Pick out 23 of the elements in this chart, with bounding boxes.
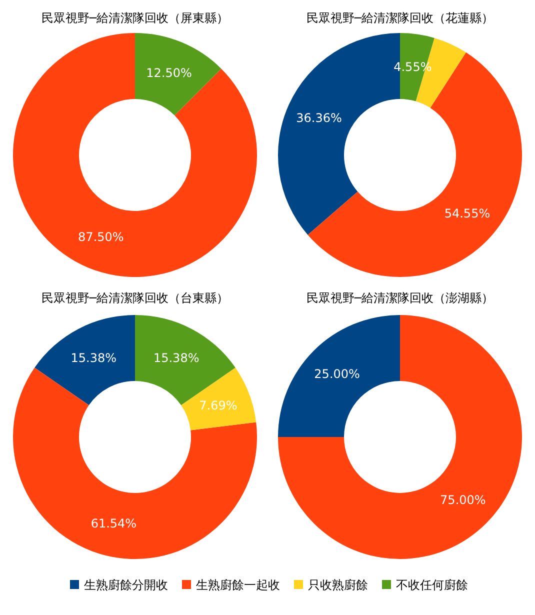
chart-title: 民眾視野─給清潔隊回收（台東縣） — [41, 291, 229, 305]
data-label: 87.50% — [78, 230, 124, 244]
legend-label: 生熟廚餘一起收 — [196, 578, 280, 592]
donut-slice — [278, 315, 522, 559]
chart-title: 民眾視野─給清潔隊回收（澎湖縣） — [306, 291, 494, 305]
data-label: 12.50% — [146, 66, 192, 80]
data-label: 7.69% — [199, 398, 238, 412]
data-label: 25.00% — [314, 367, 360, 382]
legend-label: 不收任何廚餘 — [396, 578, 468, 592]
data-label: 15.38% — [153, 351, 200, 366]
donut-slice — [13, 368, 257, 559]
data-label: 61.54% — [90, 516, 137, 530]
data-label: 75.00% — [440, 492, 486, 507]
data-label: 54.55% — [444, 206, 490, 220]
data-label: 36.36% — [296, 111, 342, 126]
donut-slice — [181, 368, 256, 430]
donut-slice — [278, 315, 400, 437]
chart-title: 民眾視野─給清潔隊回收（花蓮縣） — [306, 11, 494, 25]
data-label: 15.38% — [70, 351, 117, 366]
legend-label: 生熟廚餘分開收 — [84, 578, 168, 592]
legend-label: 只收熟廚餘 — [308, 578, 368, 592]
donut-slice — [34, 315, 135, 406]
chart-title: 民眾視野─給清潔隊回收（屏東縣） — [41, 11, 229, 25]
